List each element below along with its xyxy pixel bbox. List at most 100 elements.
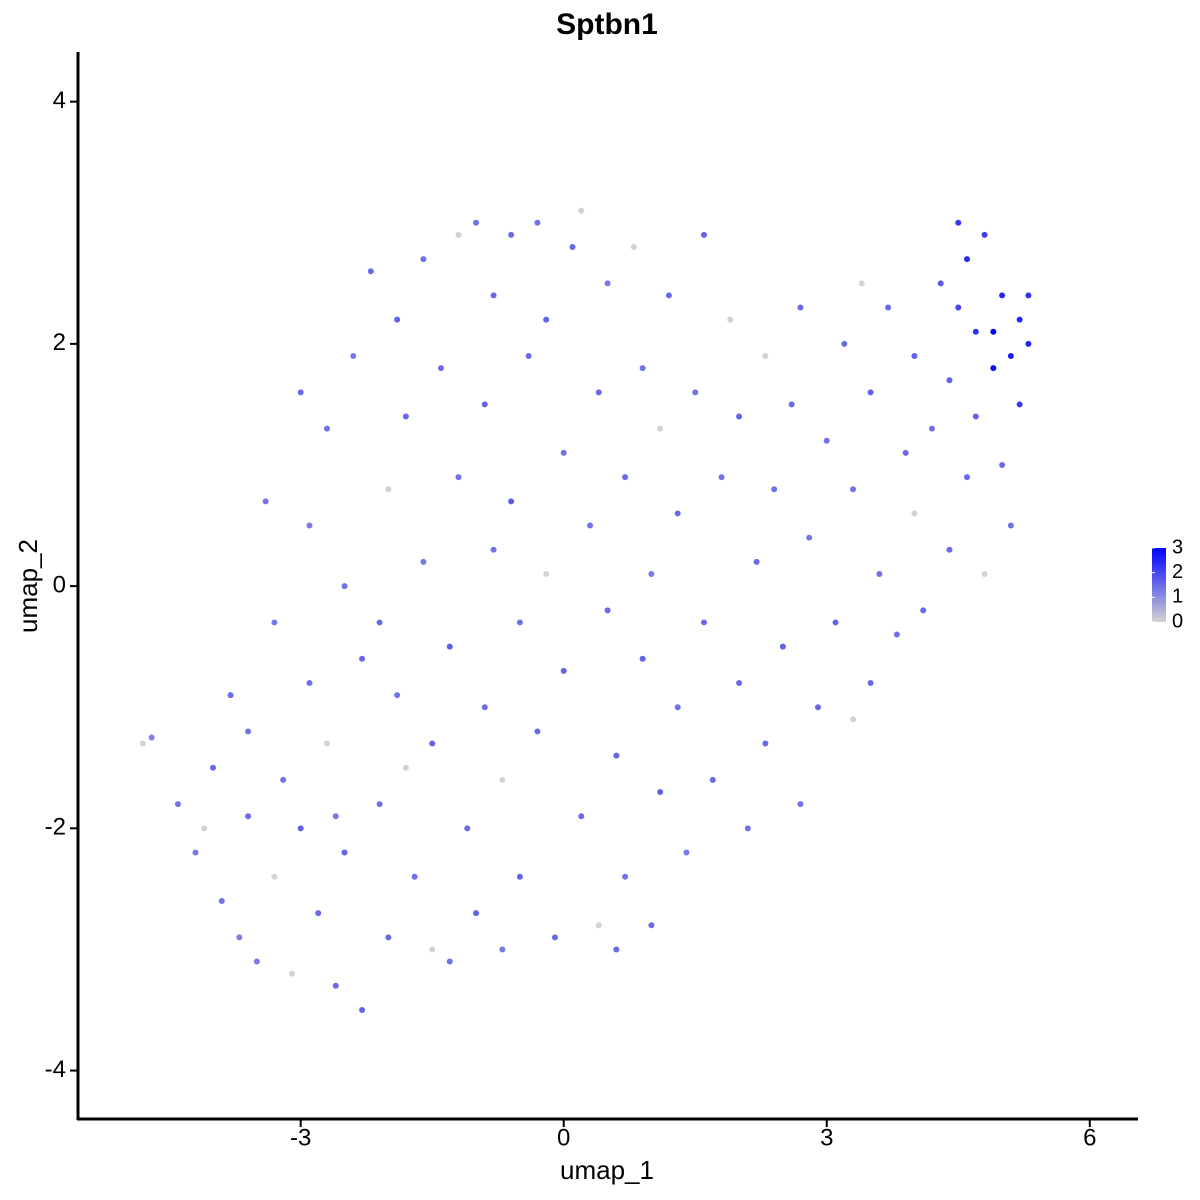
point xyxy=(271,873,278,880)
point xyxy=(806,534,813,541)
point xyxy=(727,316,734,323)
point xyxy=(508,231,515,238)
y-tick-label: 0 xyxy=(53,571,66,598)
y-tick-label: 2 xyxy=(53,329,66,356)
point xyxy=(692,389,699,396)
point xyxy=(245,813,252,820)
point xyxy=(560,449,567,456)
point xyxy=(490,292,497,299)
point xyxy=(245,728,252,735)
point xyxy=(841,340,848,347)
y-axis-title: umap_2 xyxy=(13,539,43,633)
point xyxy=(148,734,155,741)
point xyxy=(648,570,655,577)
point xyxy=(227,692,234,699)
point xyxy=(569,243,576,250)
point xyxy=(1007,352,1014,359)
point xyxy=(332,813,339,820)
point xyxy=(551,934,558,941)
point xyxy=(981,231,988,238)
point xyxy=(823,437,830,444)
point xyxy=(999,461,1006,468)
point xyxy=(341,849,348,856)
point xyxy=(578,207,585,214)
point xyxy=(499,946,506,953)
point xyxy=(420,256,427,263)
point xyxy=(981,570,988,577)
point xyxy=(174,801,181,808)
point xyxy=(455,474,462,481)
point xyxy=(376,619,383,626)
point xyxy=(464,825,471,832)
point xyxy=(455,231,462,238)
point xyxy=(218,897,225,904)
point xyxy=(946,546,953,553)
point xyxy=(814,704,821,711)
point xyxy=(832,619,839,626)
y-tick-label: 4 xyxy=(53,87,66,114)
point xyxy=(1007,522,1014,529)
x-tick-label: 6 xyxy=(1083,1124,1096,1151)
point xyxy=(762,352,769,359)
point xyxy=(192,849,199,856)
point xyxy=(385,934,392,941)
point xyxy=(736,679,743,686)
point xyxy=(850,716,857,723)
point xyxy=(928,425,935,432)
point xyxy=(446,643,453,650)
point xyxy=(753,558,760,565)
point xyxy=(595,389,602,396)
point xyxy=(999,292,1006,299)
point xyxy=(411,873,418,880)
point xyxy=(657,425,664,432)
point xyxy=(429,946,436,953)
point xyxy=(674,704,681,711)
point xyxy=(253,958,260,965)
point xyxy=(701,231,708,238)
point xyxy=(376,801,383,808)
point xyxy=(587,522,594,529)
point xyxy=(499,776,506,783)
point xyxy=(709,776,716,783)
point xyxy=(481,401,488,408)
point xyxy=(543,316,550,323)
point xyxy=(1016,316,1023,323)
y-tick-label: -2 xyxy=(45,814,66,841)
point xyxy=(306,679,313,686)
point xyxy=(297,825,304,832)
chart-title: Sptbn1 xyxy=(556,8,658,41)
colorbar xyxy=(1152,548,1166,622)
point xyxy=(657,788,664,795)
point xyxy=(394,316,401,323)
point xyxy=(508,498,515,505)
point xyxy=(744,825,751,832)
point xyxy=(762,740,769,747)
point xyxy=(271,619,278,626)
point xyxy=(964,256,971,263)
point xyxy=(437,365,444,372)
point xyxy=(394,692,401,699)
point xyxy=(210,764,217,771)
point xyxy=(490,546,497,553)
point xyxy=(867,389,874,396)
point xyxy=(779,643,786,650)
point xyxy=(604,280,611,287)
point xyxy=(911,352,918,359)
colorbar-label: 3 xyxy=(1172,536,1183,558)
point xyxy=(446,958,453,965)
point xyxy=(893,631,900,638)
point xyxy=(402,764,409,771)
point xyxy=(359,655,366,662)
point xyxy=(516,619,523,626)
point xyxy=(429,740,436,747)
point xyxy=(937,280,944,287)
point xyxy=(972,413,979,420)
point xyxy=(902,449,909,456)
point xyxy=(402,413,409,420)
point xyxy=(420,558,427,565)
point xyxy=(306,522,313,529)
colorbar-label: 1 xyxy=(1172,586,1183,608)
point xyxy=(525,352,532,359)
x-axis-title: umap_1 xyxy=(560,1155,654,1185)
